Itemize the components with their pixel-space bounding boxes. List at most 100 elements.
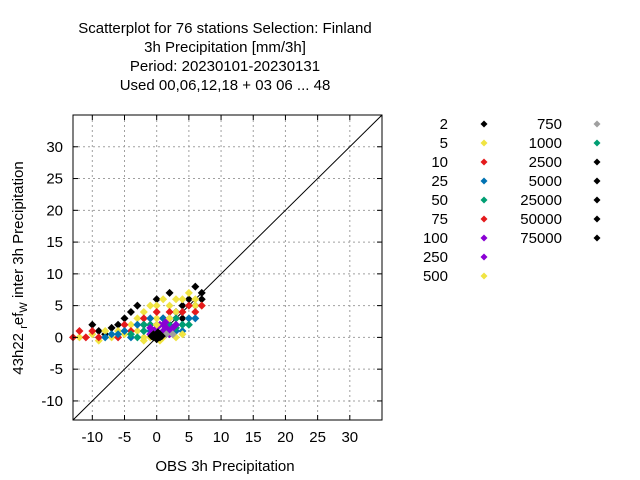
data-point bbox=[165, 301, 174, 310]
data-point bbox=[191, 314, 200, 323]
data-point bbox=[126, 320, 135, 329]
data-point bbox=[168, 330, 177, 339]
data-point bbox=[146, 323, 155, 332]
legend-label: 5000 bbox=[529, 173, 562, 190]
data-point bbox=[114, 330, 123, 339]
y-tick-label: 25 bbox=[46, 171, 63, 188]
data-point bbox=[114, 320, 123, 329]
legend-label: 75 bbox=[431, 211, 448, 228]
data-point bbox=[88, 320, 97, 329]
data-point bbox=[197, 288, 206, 297]
y-label-tail: inter 3h Precipitation bbox=[10, 161, 27, 302]
x-axis-ticks: -10 -5 0 5 10 15 20 25 30 bbox=[81, 115, 358, 446]
y-label-sub-w: W bbox=[18, 302, 30, 313]
y-label-main: 43h22 bbox=[10, 329, 27, 375]
y-tick-label: 30 bbox=[46, 139, 63, 156]
legend-label: 10 bbox=[431, 154, 448, 171]
legend-marker bbox=[593, 196, 601, 204]
y-axis-label: 43h22 refW inter 3h Precipitation bbox=[10, 161, 30, 374]
data-point bbox=[178, 330, 187, 339]
data-point bbox=[133, 320, 142, 329]
x-tick-label: 30 bbox=[341, 429, 358, 446]
y-tick-label: -5 bbox=[50, 361, 63, 378]
data-point bbox=[152, 295, 161, 304]
data-point bbox=[152, 301, 161, 310]
x-tick-label: 0 bbox=[153, 429, 161, 446]
x-tick-label: 25 bbox=[309, 429, 326, 446]
chart-title: Scatterplot for 76 stations Selection: F… bbox=[78, 20, 372, 94]
data-point bbox=[139, 336, 148, 345]
legend-label: 75000 bbox=[520, 230, 562, 247]
data-point bbox=[165, 307, 174, 316]
data-point bbox=[159, 295, 168, 304]
data-point bbox=[146, 301, 155, 310]
data-point bbox=[139, 307, 148, 316]
x-tick-label: -5 bbox=[118, 429, 131, 446]
data-point bbox=[152, 314, 161, 323]
y-tick-label: 15 bbox=[46, 234, 63, 251]
legend-marker bbox=[480, 139, 488, 147]
plot-frame bbox=[72, 114, 383, 421]
data-point bbox=[146, 314, 155, 323]
data-point bbox=[184, 288, 193, 297]
data-point bbox=[133, 327, 142, 336]
legend-label: 50000 bbox=[520, 211, 562, 228]
legend-label: 25000 bbox=[520, 192, 562, 209]
data-point bbox=[120, 320, 129, 329]
legend-marker bbox=[480, 177, 488, 185]
data-point bbox=[165, 288, 174, 297]
data-point bbox=[172, 307, 180, 316]
data-point bbox=[178, 301, 187, 310]
data-point bbox=[75, 327, 84, 336]
data-point bbox=[191, 307, 200, 316]
y-tick-label: 5 bbox=[55, 298, 63, 315]
data-point bbox=[172, 314, 180, 323]
legend-label: 500 bbox=[423, 268, 448, 285]
y-tick-label: 0 bbox=[55, 329, 63, 346]
data-point bbox=[178, 320, 187, 329]
data-point bbox=[81, 333, 90, 342]
one-to-one-line bbox=[72, 114, 383, 421]
legend-label: 50 bbox=[431, 192, 448, 209]
data-point bbox=[126, 307, 135, 316]
data-point bbox=[178, 314, 187, 323]
data-point bbox=[133, 333, 142, 342]
y-tick-label: 20 bbox=[46, 202, 63, 219]
y-axis-ticks: -10 -5 0 5 10 15 20 25 30 bbox=[41, 139, 382, 410]
legend-marker bbox=[593, 215, 601, 223]
data-point bbox=[139, 327, 148, 336]
legend-marker bbox=[593, 158, 601, 166]
data-point bbox=[101, 327, 110, 336]
data-point bbox=[191, 301, 200, 310]
data-point bbox=[133, 301, 142, 310]
legend-label: 25 bbox=[431, 173, 448, 190]
legend-label: 2500 bbox=[529, 154, 562, 171]
data-point bbox=[120, 314, 129, 323]
data-point bbox=[107, 330, 116, 339]
x-axis-label: OBS 3h Precipitation bbox=[155, 458, 294, 475]
y-tick-label: -10 bbox=[41, 393, 63, 410]
y-label-mid: ef bbox=[10, 312, 27, 325]
legend-label: 2 bbox=[440, 116, 448, 133]
data-point bbox=[184, 314, 193, 323]
data-point bbox=[197, 295, 206, 304]
legend-marker bbox=[480, 234, 488, 242]
data-point bbox=[184, 295, 193, 304]
data-point bbox=[178, 295, 187, 304]
legend-label: 250 bbox=[423, 249, 448, 266]
x-tick-label: -10 bbox=[81, 429, 103, 446]
data-point bbox=[153, 328, 162, 337]
data-points bbox=[69, 282, 206, 345]
x-tick-label: 20 bbox=[277, 429, 294, 446]
title-line-1: Scatterplot for 76 stations Selection: F… bbox=[78, 20, 372, 37]
data-point bbox=[152, 307, 161, 316]
legend-marker bbox=[480, 253, 488, 261]
data-point bbox=[147, 332, 156, 341]
legend-marker bbox=[593, 177, 601, 185]
x-tick-label: 5 bbox=[185, 429, 193, 446]
data-point bbox=[101, 333, 110, 342]
data-point bbox=[139, 314, 148, 323]
legend-label: 5 bbox=[440, 135, 448, 152]
legend-label: 750 bbox=[537, 116, 562, 133]
